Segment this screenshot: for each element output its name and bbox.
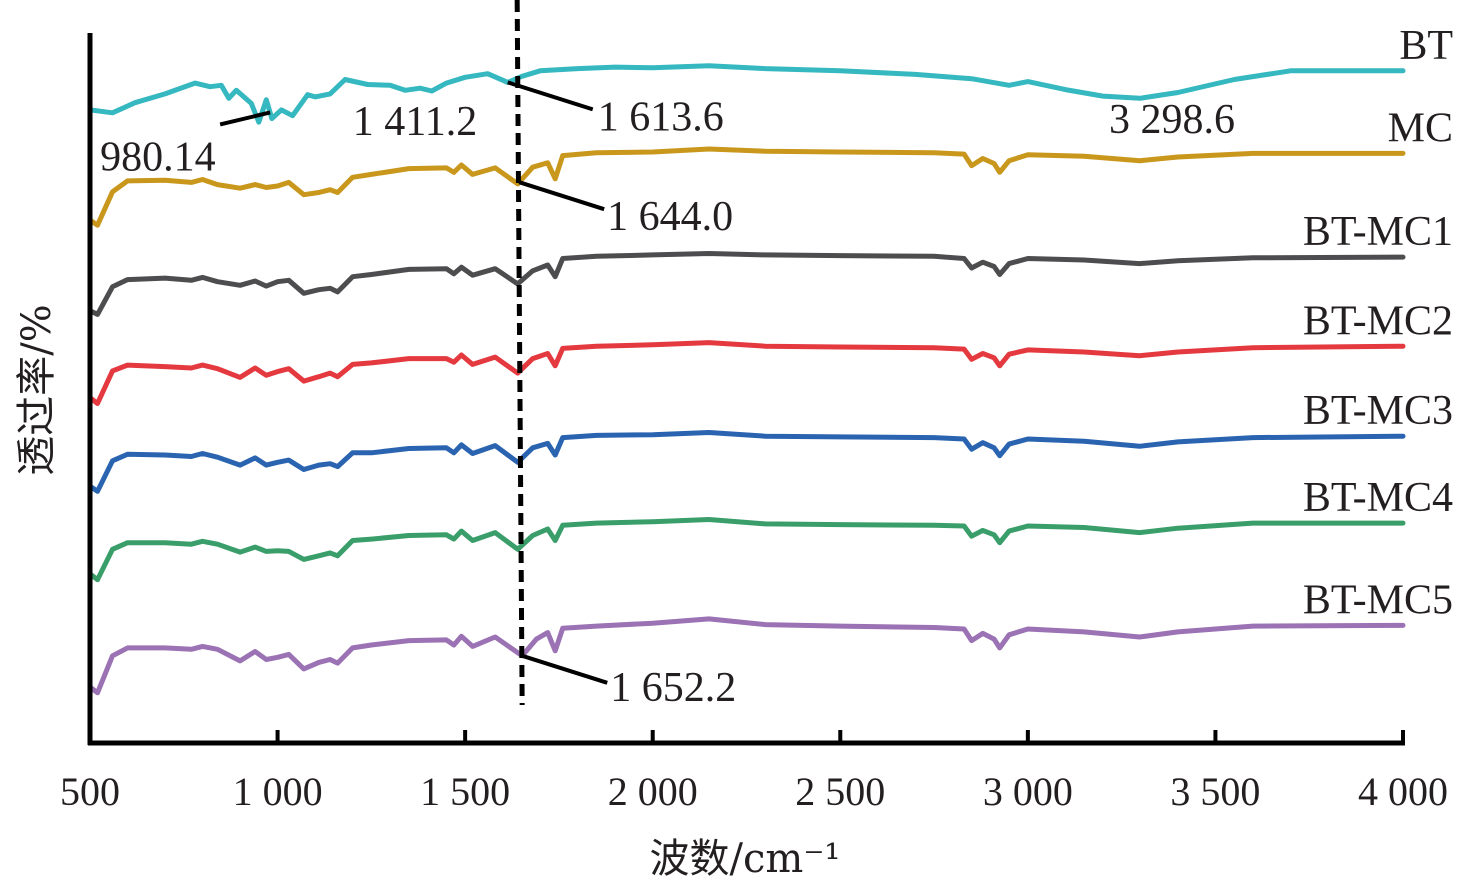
series-label-bt-mc3: BT-MC3 bbox=[1303, 388, 1453, 434]
series-line-bt-mc1 bbox=[87, 251, 1406, 317]
series-label-mc: MC bbox=[1388, 105, 1453, 151]
x-tick-label: 500 bbox=[60, 769, 120, 814]
annotation-label: 3 298.6 bbox=[1109, 97, 1235, 143]
series-label-bt-mc1: BT-MC1 bbox=[1303, 209, 1453, 255]
annotation-leader-line bbox=[518, 180, 605, 212]
series-label-bt-mc5: BT-MC5 bbox=[1303, 577, 1453, 623]
annotation-label: 1 652.2 bbox=[610, 665, 736, 711]
series-label-bt-mc4: BT-MC4 bbox=[1303, 475, 1453, 521]
x-tick-label: 2 500 bbox=[795, 769, 885, 814]
series-layer bbox=[87, 63, 1406, 696]
annotation-label: 1 411.2 bbox=[353, 99, 477, 145]
annotation-layer: 980.14 1 411.2 1 613.6 3 298.6 1 644.0 1 652.… bbox=[100, 80, 1235, 711]
annotation-label: 1 613.6 bbox=[598, 94, 724, 140]
series-line-bt bbox=[87, 63, 1406, 125]
y-axis-title: 透过率/% bbox=[14, 304, 60, 475]
series-line-mc bbox=[87, 146, 1406, 228]
series-line-bt-mc4 bbox=[87, 517, 1406, 583]
x-tick-label: 4 000 bbox=[1358, 769, 1448, 814]
annotation-leader-line bbox=[521, 653, 608, 685]
x-tick-label: 1 000 bbox=[233, 769, 323, 814]
annotation-leader-line bbox=[507, 80, 594, 112]
x-tick-label: 3 500 bbox=[1170, 769, 1260, 814]
series-label-bt: BT bbox=[1399, 23, 1453, 69]
series-line-bt-mc2 bbox=[87, 340, 1406, 406]
x-tick-label: 3 000 bbox=[983, 769, 1073, 814]
series-label-bt-mc2: BT-MC2 bbox=[1303, 298, 1453, 344]
annotation-label: 1 644.0 bbox=[607, 194, 733, 240]
x-tick-label: 2 000 bbox=[608, 769, 698, 814]
annotation-label: 980.14 bbox=[100, 134, 216, 180]
reference-dashed-line bbox=[514, 0, 525, 706]
series-line-bt-mc3 bbox=[87, 430, 1406, 494]
series-line-bt-mc5 bbox=[87, 616, 1406, 696]
x-tick-label: 1 500 bbox=[420, 769, 510, 814]
series-label-layer: BT MC BT-MC1 BT-MC2 BT-MC3 BT-MC4 BT-MC5 bbox=[1303, 23, 1453, 624]
annotation-leader-line bbox=[219, 110, 271, 127]
x-tick-layer: 500 1 000 1 500 2 000 2 500 3 000 3 500 4 000 bbox=[60, 730, 1448, 814]
x-axis-title: 波数/cm⁻¹ bbox=[650, 836, 841, 882]
